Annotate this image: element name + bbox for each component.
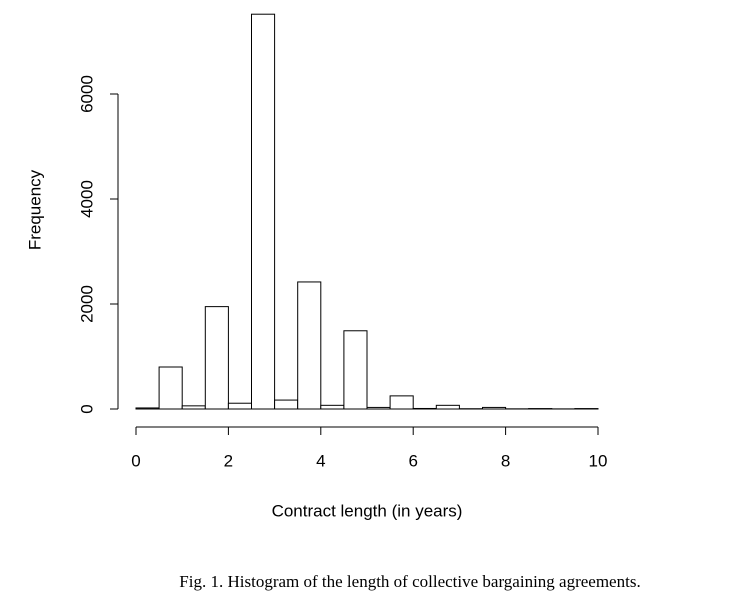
x-tick-label: 6 — [408, 451, 417, 470]
bar — [135, 407, 160, 410]
bar — [435, 404, 460, 410]
bar — [158, 366, 183, 410]
x-tick-label: 4 — [316, 451, 325, 470]
x-tick-label: 10 — [589, 451, 608, 470]
x-tick-label: 2 — [224, 451, 233, 470]
y-tick-label: 2000 — [77, 285, 96, 323]
bar — [297, 281, 322, 410]
bar — [181, 405, 206, 410]
bar — [343, 330, 368, 410]
x-tick-label: 0 — [131, 451, 140, 470]
bar — [204, 306, 229, 410]
bar — [482, 406, 507, 410]
y-tick-label: 0 — [77, 404, 96, 413]
bar — [412, 407, 437, 410]
bar — [366, 406, 391, 410]
y-tick-label: 6000 — [77, 75, 96, 113]
y-axis-label: Frequency — [25, 169, 44, 250]
x-axis-label: Contract length (in years) — [272, 501, 463, 520]
caption: Fig. 1. Histogram of the length of colle… — [179, 572, 640, 591]
x-tick-label: 8 — [501, 451, 510, 470]
bar — [227, 402, 252, 410]
bar — [274, 399, 299, 410]
bar — [320, 404, 345, 410]
y-tick-label: 4000 — [77, 180, 96, 218]
bar — [389, 395, 414, 410]
bar — [251, 13, 276, 410]
